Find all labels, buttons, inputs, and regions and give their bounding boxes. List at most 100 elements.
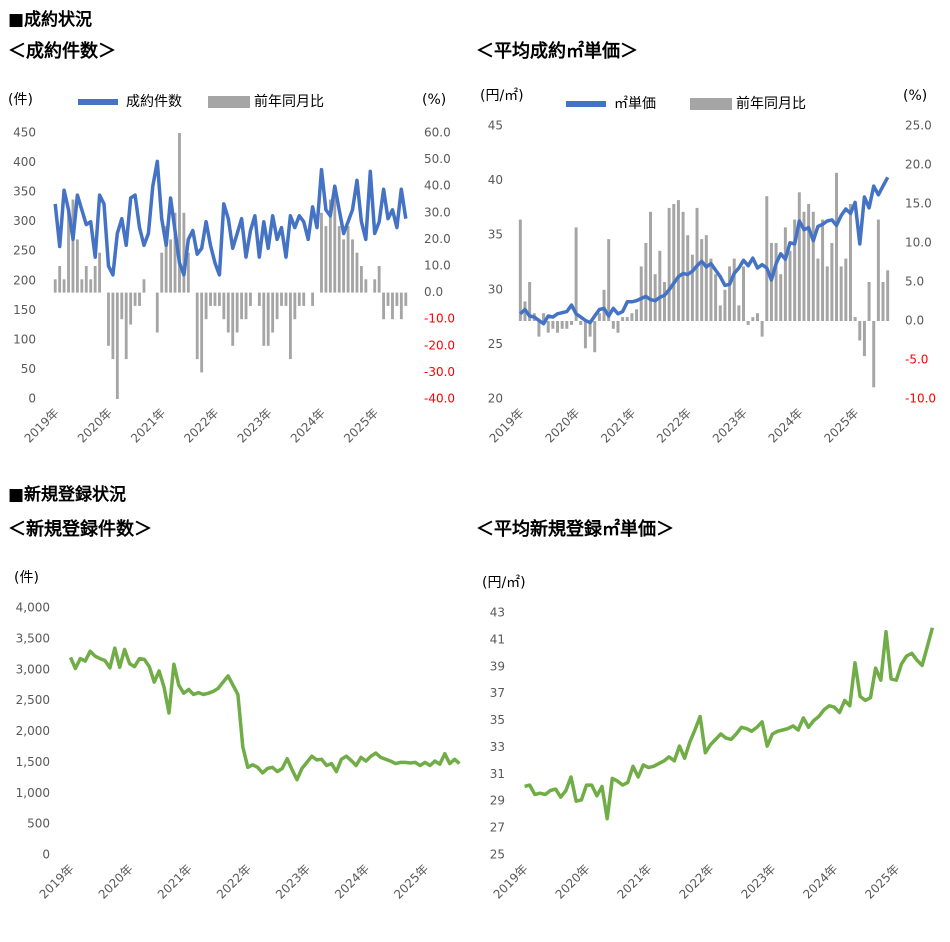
bar <box>391 292 394 320</box>
bar <box>835 172 839 321</box>
bar <box>839 266 843 321</box>
bar <box>797 192 801 321</box>
bar <box>342 239 346 293</box>
x-tick-label: 2022年 <box>676 862 716 902</box>
line <box>524 627 935 821</box>
x-tick-label: 2023年 <box>710 406 750 446</box>
bar <box>355 252 359 293</box>
y-tick-label: 450 <box>13 126 36 140</box>
bar <box>204 292 208 320</box>
bar <box>653 274 657 321</box>
bar <box>709 258 713 321</box>
x-tick-label: 2021年 <box>615 862 655 902</box>
legend-swatch <box>566 101 606 107</box>
bar <box>867 282 871 321</box>
y2-tick-label: -5.0 <box>905 353 928 367</box>
bar <box>793 219 797 321</box>
y-tick-label: 1,500 <box>16 755 50 769</box>
bar <box>333 186 337 293</box>
bar <box>142 279 146 293</box>
y-tick-label: 35 <box>490 713 505 727</box>
bar <box>802 211 806 321</box>
bar <box>231 292 235 346</box>
bar <box>774 243 778 321</box>
y-tick-label: 31 <box>490 767 505 781</box>
x-tick-label: 2020年 <box>75 406 115 446</box>
y2-tick-label: -30.0 <box>424 365 455 379</box>
bar <box>84 266 88 293</box>
bar <box>98 252 102 293</box>
y-axis-label: (円/㎡) <box>482 575 526 591</box>
y2-tick-label: -20.0 <box>424 338 455 352</box>
bar <box>293 292 297 320</box>
bar <box>755 313 759 321</box>
y-tick-label: 2,500 <box>16 693 50 707</box>
bar <box>382 292 386 320</box>
bar <box>302 292 306 306</box>
bar <box>565 321 569 329</box>
y-tick-label: 3,000 <box>16 662 50 676</box>
legend-label: 前年同月比 <box>254 93 324 110</box>
bar <box>560 321 564 329</box>
bar <box>89 279 93 293</box>
bar <box>537 321 541 337</box>
bar <box>266 292 270 346</box>
x-tick-label: 2019年 <box>487 406 527 446</box>
legend-swatch <box>78 99 118 105</box>
bar <box>551 321 555 329</box>
bar <box>556 321 560 333</box>
y-tick-label: 3,500 <box>16 631 50 645</box>
x-tick-label: 2020年 <box>553 862 593 902</box>
y-tick-label: 500 <box>27 817 50 831</box>
bar <box>297 292 301 306</box>
y2-tick-label: 10.0 <box>905 236 932 250</box>
y-tick-label: 35 <box>488 228 503 242</box>
x-tick-label: 2025年 <box>341 406 381 446</box>
y2-tick-label: 5.0 <box>905 275 924 289</box>
y2-tick-label: -10.0 <box>905 392 936 406</box>
y2-axis-label: (%) <box>903 88 927 104</box>
y-tick-label: 400 <box>13 155 36 169</box>
x-tick-label: 2023年 <box>738 862 778 902</box>
y-tick-label: 250 <box>13 244 36 258</box>
y-tick-label: 45 <box>488 119 503 133</box>
y-tick-label: 2,000 <box>16 724 50 738</box>
bar <box>816 258 820 321</box>
x-tick-label: 2024年 <box>766 406 806 446</box>
y2-tick-label: 30.0 <box>424 205 451 219</box>
y2-tick-label: 20.0 <box>905 158 932 172</box>
y2-tick-label: 25.0 <box>905 119 932 133</box>
y-tick-label: 20 <box>488 392 503 406</box>
chart-title: ＜平均新規登録㎡単価＞ <box>476 518 674 540</box>
y-tick-label: 50 <box>21 362 36 376</box>
chart-title: ＜新規登録件数＞ <box>8 518 152 540</box>
line <box>53 159 408 277</box>
bar <box>320 212 323 293</box>
bar <box>62 279 66 293</box>
bar <box>542 313 546 321</box>
x-tick-label: 2024年 <box>332 862 372 902</box>
bar <box>821 219 825 321</box>
y-tick-label: 4,000 <box>16 601 50 615</box>
bar <box>858 321 862 341</box>
y2-tick-label: -40.0 <box>424 392 455 406</box>
y-tick-label: 25 <box>490 848 505 862</box>
bar <box>129 292 133 325</box>
y-tick-label: 41 <box>490 632 505 646</box>
y-tick-label: 200 <box>13 273 36 287</box>
bar <box>546 321 550 333</box>
chart-title: ＜平均成約㎡単価＞ <box>476 40 638 62</box>
bar <box>53 279 57 293</box>
bar <box>75 239 79 293</box>
x-tick-label: 2019年 <box>22 406 62 446</box>
bar <box>574 227 578 321</box>
y-tick-label: 30 <box>488 282 503 296</box>
bar <box>80 279 84 293</box>
bar <box>213 292 217 306</box>
bar <box>222 292 226 320</box>
y-tick-label: 39 <box>490 659 505 673</box>
bar <box>621 317 625 321</box>
bar <box>593 321 597 353</box>
y2-tick-label: 15.0 <box>905 197 932 211</box>
